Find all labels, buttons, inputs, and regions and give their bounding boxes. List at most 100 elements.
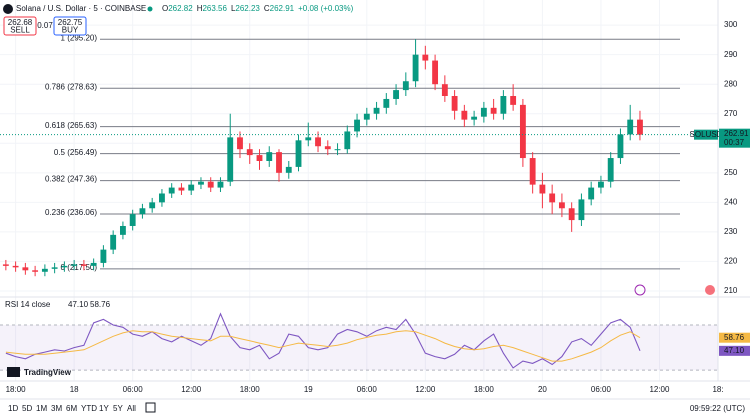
x-tick-label: 18: [712,385,723,394]
symbol-badge [694,129,718,140]
y-tick-label: 240 [724,197,738,206]
x-tick-label: 20 [538,385,547,394]
candle-body [334,149,341,151]
range-button[interactable]: 3M [51,404,62,413]
alert-icon[interactable] [634,284,646,296]
ohlc-value: 262.82 [168,4,193,13]
candle-body [637,119,643,135]
candle-body [588,187,595,200]
sell-price[interactable]: 262.68 [8,18,33,27]
ohlc-key: C [264,4,270,13]
rsi-last-label: 58.76 [724,333,745,342]
candle-body [471,116,478,120]
rsi-title: RSI 14 close [5,300,51,309]
candle-body [461,110,468,120]
last-price-badge [719,128,750,148]
candle-body [480,107,487,117]
symbol: Solana / U.S. Dollar · 5 · COINBASE [16,4,146,13]
candle-body [324,146,331,150]
x-tick-label: 12:00 [649,385,670,394]
fib-label: 0.382 (247.36) [45,175,97,184]
candle-body [490,107,497,114]
candle-body [510,96,517,105]
candle-body [110,234,117,250]
candle-body [451,96,458,111]
symbol-icon [3,4,13,14]
candle-body [354,119,360,132]
candle-body [129,214,136,226]
range-button[interactable]: YTD [81,404,97,413]
rsi-line [5,330,641,362]
candle-body [393,90,399,99]
fib-label: 0 (217.50) [61,263,98,272]
candle-body [412,54,419,82]
countdown: 00:37 [724,138,745,147]
y-tick-label: 230 [724,227,738,236]
candle-body [266,152,273,161]
candle-body [90,262,97,266]
candle-body [549,193,556,203]
candle-body [558,202,565,209]
rsi-line [5,312,641,369]
x-tick-label: 18:00 [6,385,27,394]
candle-body [51,267,58,269]
rsi-legend-value: 47.10 [68,300,89,309]
y-tick-label: 220 [724,257,738,266]
candle-body [32,270,39,272]
candle-body [295,140,302,167]
candle-body [168,187,175,194]
candle-body [344,131,351,150]
range-button[interactable]: All [127,404,136,413]
candle-body [627,119,634,135]
range-button[interactable]: 6M [66,404,77,413]
candle-body [41,268,48,272]
x-tick-label: 12:00 [415,385,436,394]
candle-body [237,137,243,150]
candle-body [422,54,429,61]
y-tick-label: 280 [724,79,738,88]
status-dot [147,6,153,12]
candle-body [256,155,263,161]
candle-body [568,208,575,221]
range-button[interactable]: 1Y [99,404,109,413]
buy-price[interactable]: 262.75 [58,18,83,27]
ohlc-value: 263.56 [202,4,227,13]
x-tick-label: 06:00 [123,385,144,394]
y-tick-label: 250 [724,168,738,177]
candle-body [617,134,624,159]
candle-body [100,249,107,263]
range-button[interactable]: 5D [22,404,32,413]
logo-mark [7,367,20,377]
ohlc: O262.82 H263.56 L262.23 C262.91 +0.08 (+0.03… [162,4,354,13]
candle-body [539,184,546,194]
candle-body [227,137,234,182]
candle-body [578,199,585,221]
candle-body [149,202,156,209]
range-button[interactable]: 1M [36,404,47,413]
buy-button[interactable] [53,16,87,36]
candle-body [61,265,68,268]
candle-body [217,181,224,188]
candle-body [159,193,165,203]
calendar-icon[interactable] [145,402,156,413]
rsi-last-label: 47.10 [724,346,745,355]
ohlc-key: O [162,4,168,13]
range-button[interactable]: 1D [8,404,18,413]
buy-label[interactable]: BUY [62,26,79,35]
flag-icon[interactable] [705,285,715,295]
candle-body [607,158,614,182]
candle-body [598,181,604,188]
candle-body [2,264,9,266]
sell-button[interactable] [3,16,37,36]
ohlc-value: 262.91 [270,4,295,13]
sell-label[interactable]: SELL [10,26,30,35]
candle-body [276,152,282,173]
rsi-last-badge [719,345,750,356]
candle-body [432,60,439,85]
range-button[interactable]: 5Y [113,404,123,413]
symbol-badge-label: SOLUSD [690,130,723,139]
y-tick-label: 270 [724,109,738,118]
x-tick-label: 19 [304,385,313,394]
fib-label: 1 (295.20) [61,33,98,42]
